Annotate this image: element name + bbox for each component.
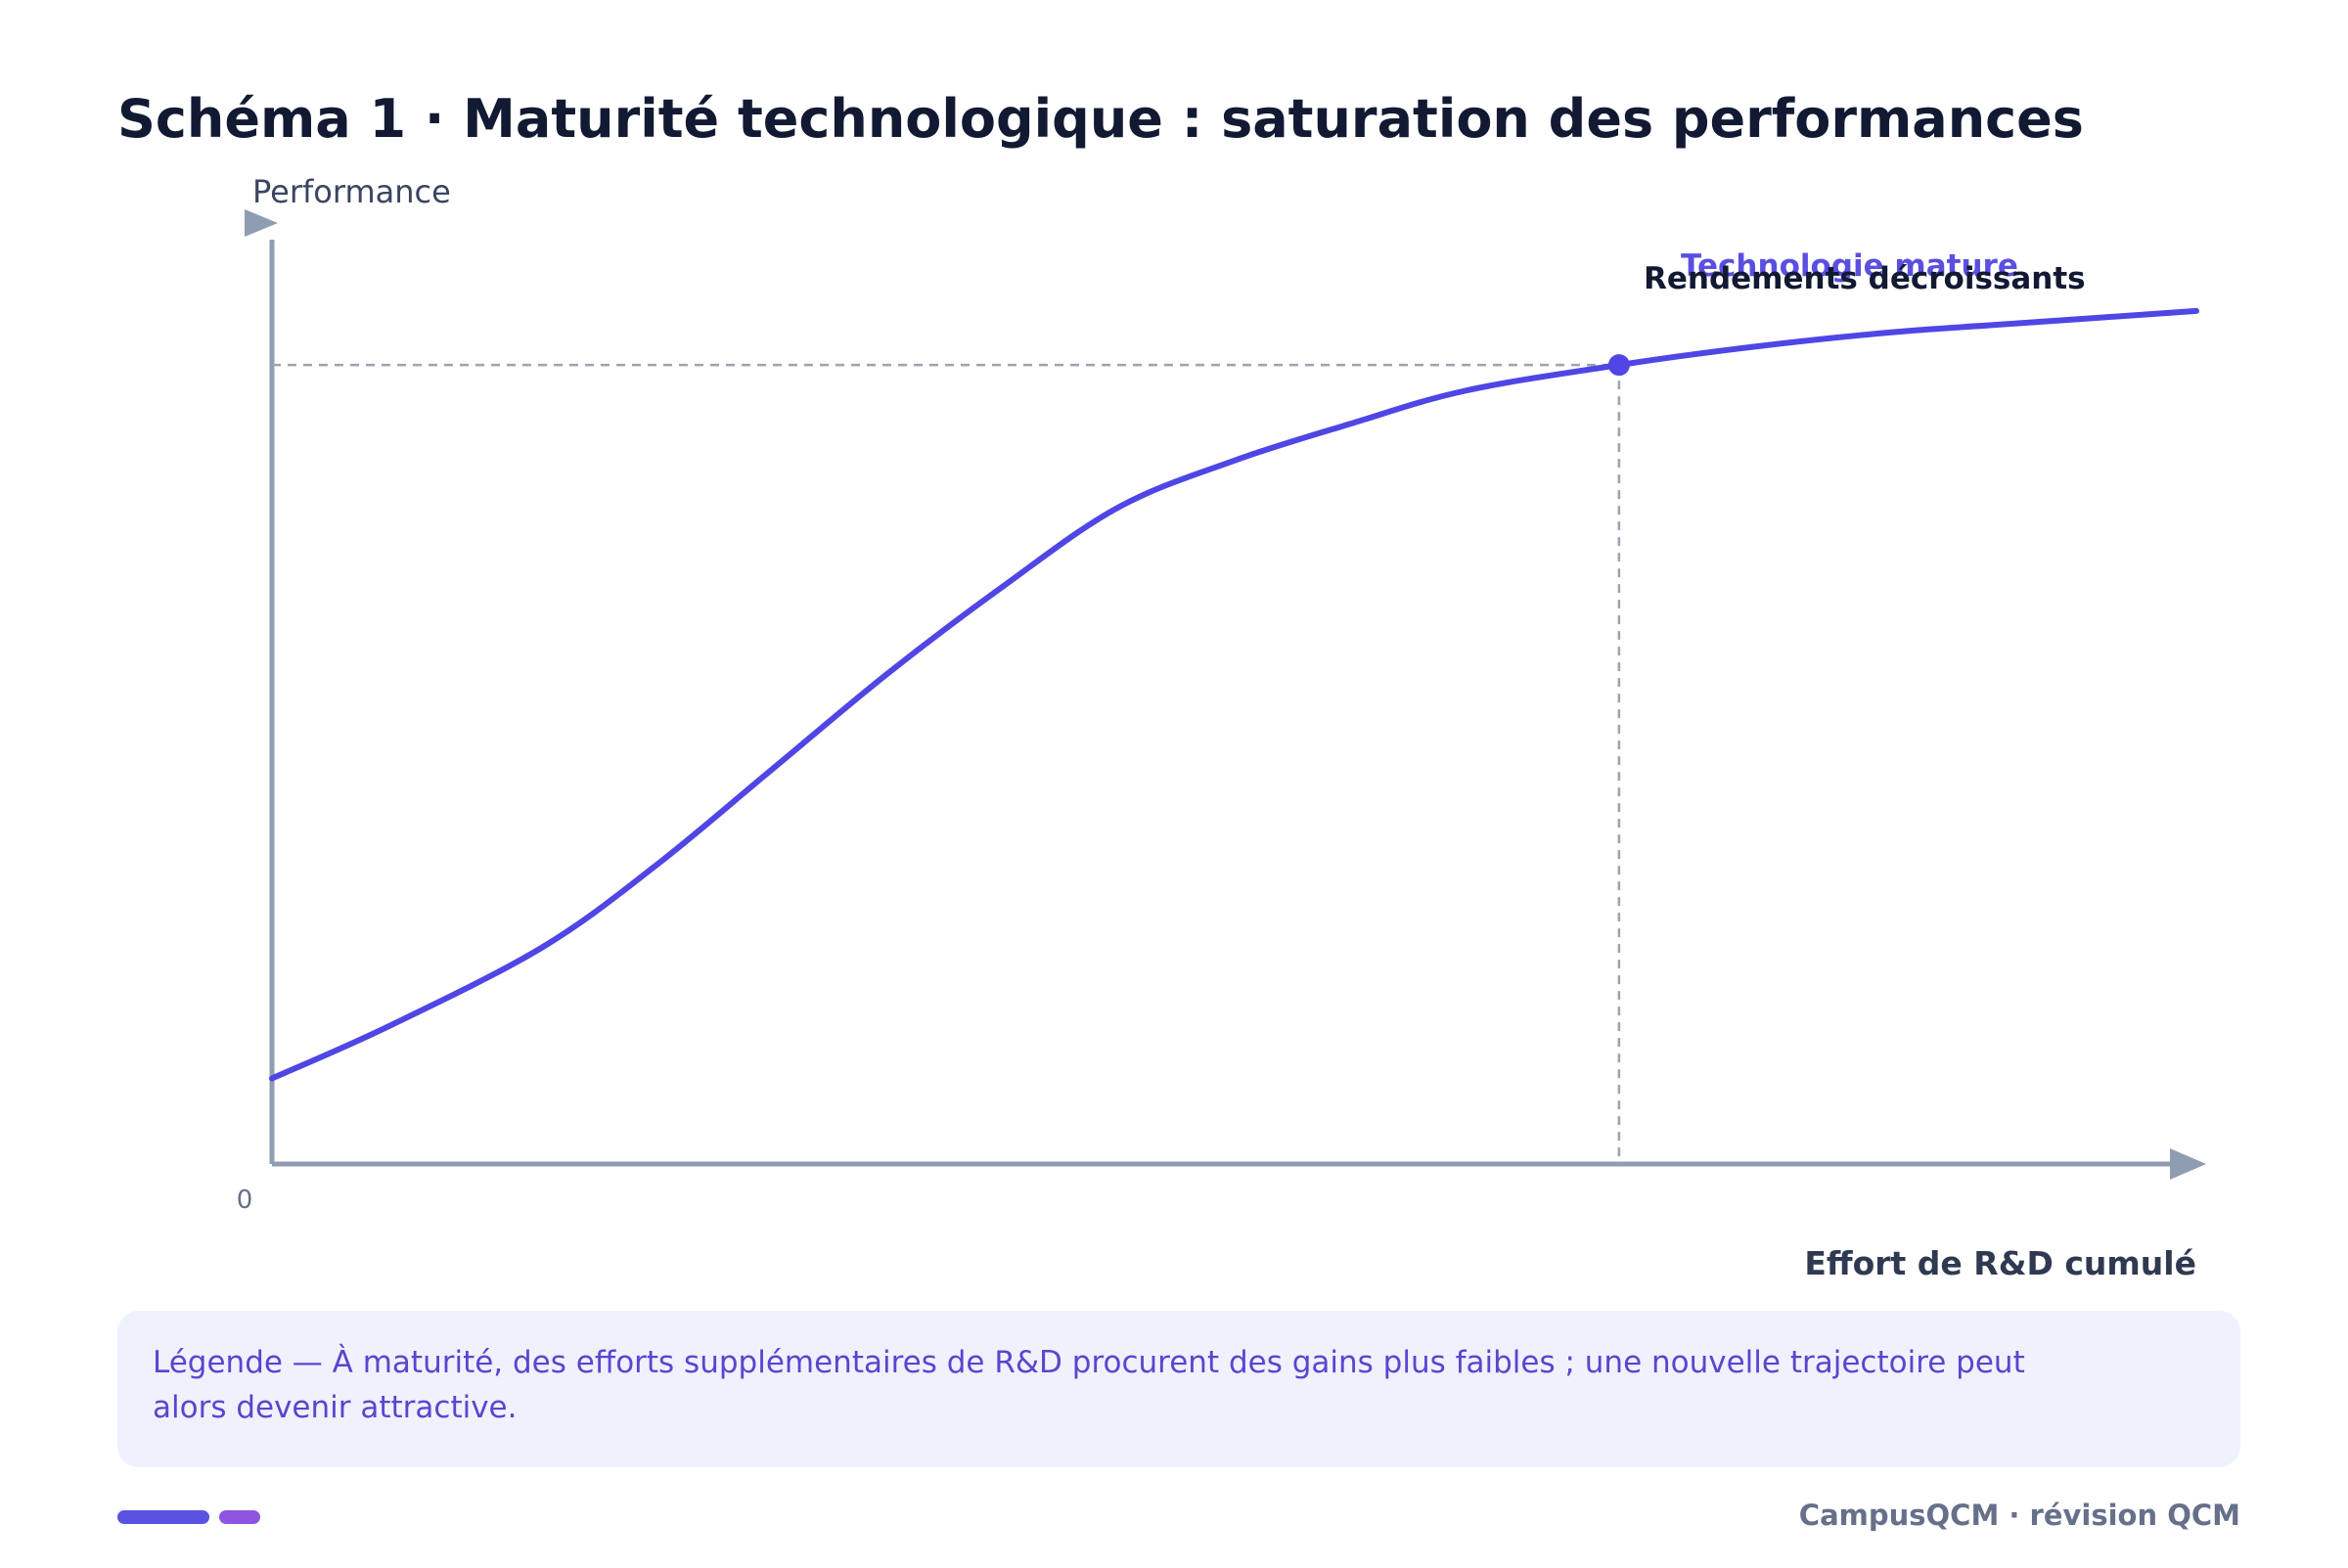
x-axis-label: Effort de R&D cumulé: [1804, 1244, 2196, 1282]
x-axis-arrow: [2170, 1148, 2206, 1180]
y-axis-label: Performance: [252, 173, 451, 210]
diagram-title: Schéma 1 · Maturité technologique : satu…: [117, 88, 2084, 150]
legend-box: Légende — À maturité, des efforts supplé…: [117, 1311, 2240, 1467]
brand-accent-bar: [117, 1510, 209, 1524]
footer-brand: CampusQCM · révision QCM: [1798, 1499, 2240, 1532]
marker-label: Rendements décroissants: [1644, 261, 2086, 296]
origin-label: 0: [237, 1186, 253, 1215]
series-label-mature: Technologie mature: [1681, 248, 2018, 284]
brand-accent-bar-secondary: [219, 1510, 260, 1524]
legend-text: Légende — À maturité, des efforts supplé…: [153, 1345, 2025, 1425]
performance-curve: [269, 307, 2199, 1082]
y-axis-arrow: [245, 209, 278, 237]
maturity-point: [1607, 354, 1630, 377]
maturity-chart: Technologie mature Rendements décroissan…: [237, 173, 2206, 1282]
